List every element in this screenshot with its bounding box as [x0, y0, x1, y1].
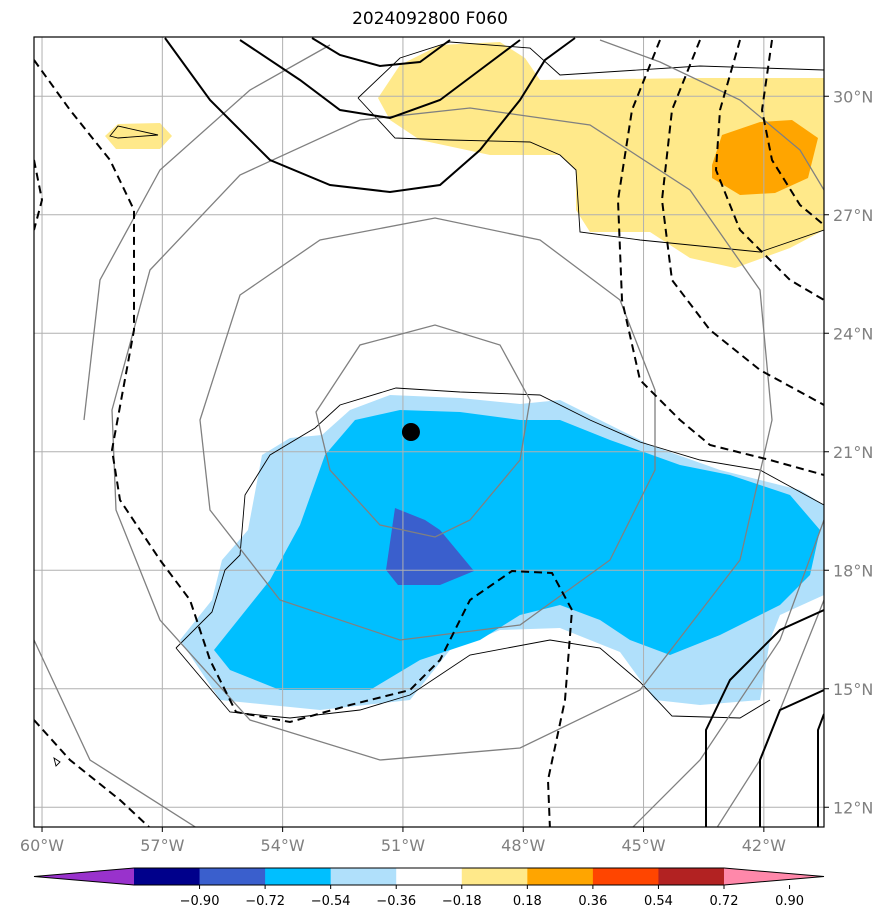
- colorbar-segment: [396, 868, 463, 885]
- lon-label: 60°W: [20, 836, 64, 855]
- solid-contour-5: [759, 689, 824, 827]
- isobar-1: [315, 324, 531, 538]
- isobar-6: [599, 39, 824, 191]
- thin-contour-west: [109, 125, 159, 139]
- lat-label: 15°N: [833, 680, 873, 699]
- isobar-3: [111, 107, 773, 761]
- thin-contour-north: [357, 41, 824, 99]
- colorbar-label: −0.72: [245, 894, 285, 909]
- colorbar-segment: [134, 868, 201, 885]
- colorbar-label: 0.18: [513, 894, 542, 909]
- colorbar-segment: [265, 868, 332, 885]
- solid-contour-3: [311, 37, 451, 68]
- isobar-8: [632, 519, 824, 827]
- dashed-contours: [34, 39, 824, 827]
- colorbar-label: −0.54: [311, 894, 351, 909]
- axis-ticks: [41, 95, 829, 832]
- lon-label: 54°W: [261, 836, 305, 855]
- colorbar-segment: [199, 868, 266, 885]
- dashed-contour-1: [34, 59, 574, 827]
- isobars: [34, 39, 824, 827]
- colorbar-segment: [461, 868, 528, 885]
- solid-contour-2: [164, 37, 576, 194]
- solid-contour-6: [817, 713, 824, 827]
- colorbar-outline: [33, 867, 825, 886]
- lat-label: 24°N: [833, 324, 873, 343]
- thin-contour-north-2: [357, 97, 824, 253]
- colorbar-label: −0.36: [376, 894, 416, 909]
- thin-contour-south: [175, 387, 824, 649]
- storm-center-marker: [401, 423, 420, 441]
- lon-label: 42°W: [742, 836, 786, 855]
- lat-label: 18°N: [833, 561, 873, 580]
- colorbar-extend-max: [724, 868, 824, 885]
- lat-label: 27°N: [833, 206, 873, 225]
- lat-label: 21°N: [833, 443, 873, 462]
- colorbar-segment: [592, 868, 659, 885]
- thin-contour-south-2: [175, 639, 771, 719]
- map-frame: [33, 36, 825, 828]
- positive-field-orange: [712, 120, 818, 195]
- colorbar-segment: [330, 868, 397, 885]
- map-title: 2024092800 F060: [352, 9, 508, 29]
- colorbar-label: 0.90: [775, 894, 804, 909]
- isobar-7: [83, 44, 331, 421]
- dashed-contour-6: [714, 39, 824, 301]
- dashed-contour-3: [34, 719, 151, 827]
- colorbar-label: −0.18: [442, 894, 482, 909]
- colorbar-segment: [658, 868, 725, 885]
- solid-contours: [164, 37, 824, 827]
- longitude-labels: 60°W 57°W 54°W 51°W 48°W 45°W 42°W: [20, 836, 786, 855]
- isobar-2: [199, 217, 656, 641]
- lon-label: 57°W: [140, 836, 184, 855]
- dashed-contour-2: [34, 159, 44, 231]
- latitude-labels: 12°N 15°N 18°N 21°N 24°N 27°N 30°N: [833, 87, 873, 817]
- map-plot-area: [34, 37, 824, 827]
- isobar-4: [34, 639, 197, 827]
- lon-label: 48°W: [501, 836, 545, 855]
- lon-label: 45°W: [621, 836, 665, 855]
- lat-label: 12°N: [833, 798, 873, 817]
- colorbar-label: 0.54: [644, 894, 673, 909]
- colorbar-label: −0.90: [180, 894, 220, 909]
- colorbar-label: 0.36: [578, 894, 607, 909]
- solid-contour-4: [705, 609, 824, 827]
- lat-lon-grid: [34, 37, 824, 827]
- thin-contour-small: [53, 756, 61, 767]
- positive-field-light: [378, 42, 824, 268]
- colorbar-labels: −0.90 −0.72 −0.54 −0.36 −0.18 0.18 0.36 0.54 0.7…: [180, 885, 804, 909]
- solid-contour-1: [239, 39, 521, 120]
- dashed-contour-4: [616, 39, 824, 476]
- negative-field-dark: [386, 508, 474, 585]
- colorbar-label: 0.72: [710, 894, 739, 909]
- colorbar-extend-min: [34, 868, 134, 885]
- negative-field-mid: [214, 410, 820, 690]
- positive-field-light-west: [105, 123, 172, 149]
- colorbar: [33, 867, 825, 886]
- thin-contours: [53, 41, 824, 767]
- dashed-contour-7: [760, 39, 824, 226]
- lon-label: 51°W: [381, 836, 425, 855]
- colorbar-segment: [527, 868, 594, 885]
- shaded-fields: [105, 42, 824, 710]
- lat-label: 30°N: [833, 87, 873, 106]
